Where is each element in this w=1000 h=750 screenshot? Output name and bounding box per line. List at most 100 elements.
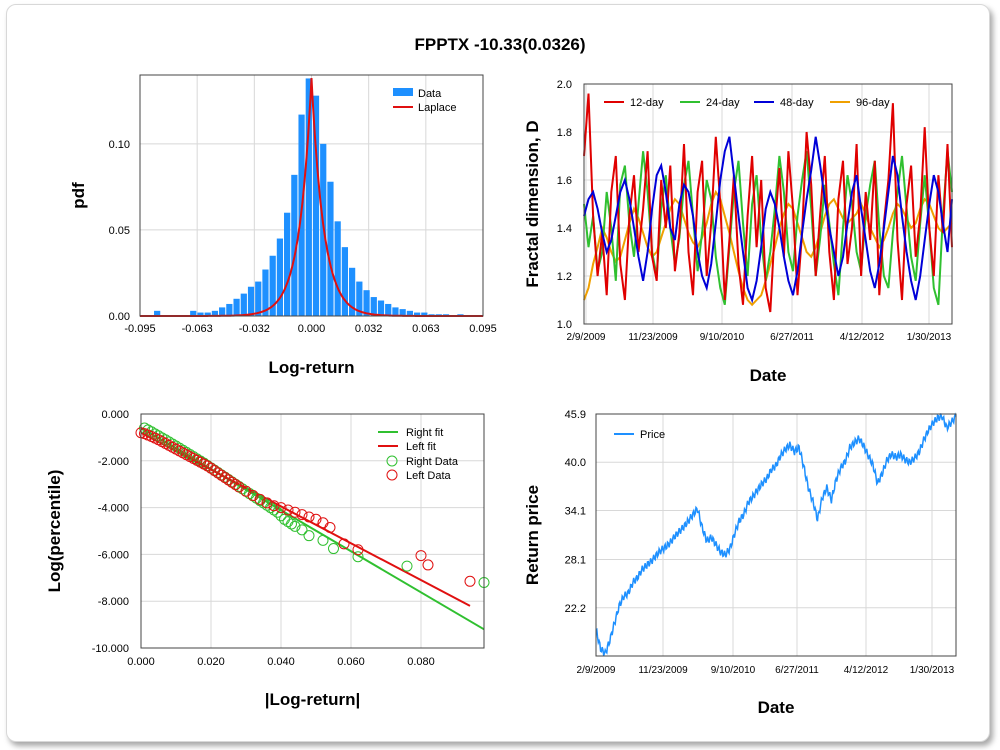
- hist-bar: [327, 181, 334, 316]
- hist-bar: [255, 281, 262, 316]
- right-data-point: [268, 504, 280, 516]
- fractal-plot-border: [583, 83, 953, 325]
- hist-bar: [385, 303, 392, 316]
- tail-y-tick-label: -10.000: [92, 643, 129, 655]
- hist-bar: [413, 312, 421, 316]
- fractal-x-axis-label: Date: [750, 366, 787, 385]
- hist-bar: [154, 310, 161, 316]
- fractal-x-tick-label: 11/23/2009: [628, 332, 678, 343]
- price-y-tick-label: 34.1: [565, 505, 586, 517]
- hist-legend-swatch-data: [393, 88, 413, 96]
- tail-legend-swatch-right-data: [386, 455, 398, 467]
- hist-x-tick-label: 0.032: [355, 323, 383, 335]
- hist-bar: [226, 303, 233, 316]
- fractal-y-axis-label: Fractal dimension, D: [523, 120, 542, 287]
- hist-bar: [269, 255, 276, 316]
- tail-x-tick-label: 0.000: [127, 656, 155, 668]
- price-legend-label: Price: [640, 429, 665, 441]
- hist-bar: [363, 290, 370, 316]
- hist-bar: [399, 309, 406, 316]
- right-data-point: [328, 543, 339, 555]
- left-data-point: [303, 511, 315, 523]
- left-data-point: [310, 513, 322, 525]
- left-data-point: [275, 502, 287, 514]
- hist-bar: [349, 267, 356, 316]
- hist-bar: [233, 298, 240, 316]
- hist-x-tick-label: -0.032: [239, 323, 270, 335]
- tail-legend-label-right-fit: Right fit: [406, 427, 443, 439]
- price-y-tick-label: 45.9: [565, 409, 586, 421]
- hist-bar: [377, 300, 385, 316]
- fractal-x-tick-label: 9/10/2010: [700, 332, 745, 343]
- fractal-y-tick-label: 1.8: [557, 127, 572, 139]
- hist-y-tick-label: 0.05: [109, 225, 130, 237]
- hist-legend-label-data: Data: [418, 88, 442, 100]
- left-data-point: [415, 550, 427, 562]
- left-data-point: [261, 497, 273, 509]
- hist-bar: [291, 174, 298, 316]
- tail-legend-label-right-data: Right Data: [406, 456, 459, 468]
- left-data-point: [254, 493, 266, 505]
- chart-frame: [6, 4, 990, 742]
- left-data-point: [422, 559, 434, 571]
- hist-bar: [305, 78, 312, 316]
- hist-bar: [204, 312, 211, 316]
- hist-bar: [190, 310, 197, 316]
- hist-bar: [276, 238, 284, 316]
- price-x-tick-label: 11/23/2009: [638, 665, 688, 676]
- right-data-point: [317, 534, 329, 546]
- left-data-point: [230, 479, 241, 491]
- hist-bar: [219, 307, 226, 316]
- left-data-point: [289, 506, 301, 518]
- hist-y-tick-label: 0.10: [109, 139, 130, 151]
- left-data-point: [268, 500, 280, 512]
- price-x-axis-label: Date: [758, 698, 795, 717]
- left-data-point: [324, 521, 336, 533]
- hist-bar: [334, 221, 341, 316]
- tail-legend-label-left-fit: Left fit: [406, 441, 436, 453]
- tail-y-tick-label: -4.000: [98, 503, 129, 515]
- hist-bar: [211, 310, 219, 316]
- tail-y-tick-label: 0.000: [101, 409, 129, 421]
- tail-x-axis-label: |Log-return|: [265, 690, 360, 709]
- hist-bar: [341, 247, 349, 316]
- fractal-y-tick-label: 1.2: [557, 271, 572, 283]
- price-y-tick-label: 28.1: [565, 555, 586, 567]
- right-data-point: [286, 518, 297, 530]
- hist-bar: [262, 269, 269, 316]
- tail-y-tick-label: -6.000: [98, 549, 129, 561]
- right-data-point: [289, 520, 301, 532]
- right-data-point: [303, 530, 315, 542]
- hist-bar: [312, 95, 320, 317]
- fractal-y-tick-label: 1.0: [557, 319, 572, 331]
- right-data-point: [275, 510, 287, 522]
- fractal-x-tick-label: 6/27/2011: [770, 332, 814, 343]
- price-y-tick-label: 40.0: [565, 457, 586, 469]
- price-plot-border: [595, 413, 957, 657]
- fractal-legend-label: 48-day: [780, 97, 814, 109]
- fractal-legend-label: 96-day: [856, 97, 890, 109]
- hist-x-axis-label: Log-return: [269, 358, 355, 377]
- hist-x-tick-label: -0.063: [182, 323, 213, 335]
- fractal-y-tick-label: 1.6: [557, 175, 572, 187]
- left-data-point: [338, 538, 350, 550]
- hist-y-axis-label: pdf: [69, 182, 88, 209]
- hist-bar: [392, 307, 399, 316]
- right-data-point: [352, 551, 364, 563]
- tail-plot-border: [140, 413, 485, 649]
- fractal-x-tick-label: 2/9/2009: [567, 332, 606, 343]
- tail-x-tick-label: 0.020: [197, 656, 225, 668]
- fractal-y-tick-label: 1.4: [557, 223, 572, 235]
- left-data-point: [296, 509, 308, 521]
- left-data-point: [464, 575, 476, 587]
- hist-bar: [421, 312, 428, 316]
- price-x-tick-label: 1/30/2013: [910, 665, 955, 676]
- hist-bar: [240, 293, 247, 316]
- price-x-tick-label: 9/10/2010: [711, 665, 756, 676]
- right-data-point: [296, 524, 308, 536]
- fractal-x-tick-label: 1/30/2013: [907, 332, 952, 343]
- left-data-point: [282, 504, 294, 516]
- right-data-point: [282, 516, 294, 528]
- price-x-tick-label: 2/9/2009: [577, 665, 616, 676]
- left-data-point: [352, 544, 364, 556]
